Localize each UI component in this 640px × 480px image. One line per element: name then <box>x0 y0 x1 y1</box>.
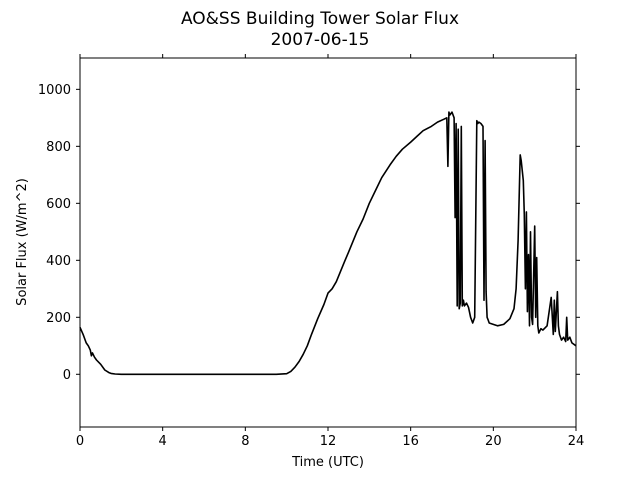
y-axis-label: Solar Flux (W/m^2) <box>15 178 30 306</box>
data-layer <box>79 111 577 376</box>
x-tick-label: 20 <box>485 434 502 449</box>
x-tick-label: 12 <box>320 434 337 449</box>
y-tick-label: 200 <box>46 311 71 326</box>
y-tick-label: 400 <box>46 254 71 269</box>
solar-flux-line <box>79 111 577 376</box>
x-tick-label: 24 <box>568 434 585 449</box>
x-tick-label: 16 <box>402 434 419 449</box>
y-tick-label: 600 <box>46 197 71 212</box>
plot-frame <box>79 57 577 428</box>
y-tick-label: 1000 <box>38 83 71 98</box>
x-tick-label: 4 <box>159 434 167 449</box>
chart-subtitle: 2007-06-15 <box>271 30 370 50</box>
y-tick-label: 800 <box>46 140 71 155</box>
x-tick-label: 0 <box>76 434 84 449</box>
plot-area <box>80 58 576 427</box>
x-tick-label: 8 <box>241 434 249 449</box>
axes-layer: 0 4 8 12 16 20 24 0 200 400 600 800 1000 <box>38 54 584 449</box>
y-tick-label: 0 <box>63 368 71 383</box>
x-axis-label: Time (UTC) <box>291 455 364 470</box>
chart-title: AO&SS Building Tower Solar Flux <box>181 9 459 29</box>
